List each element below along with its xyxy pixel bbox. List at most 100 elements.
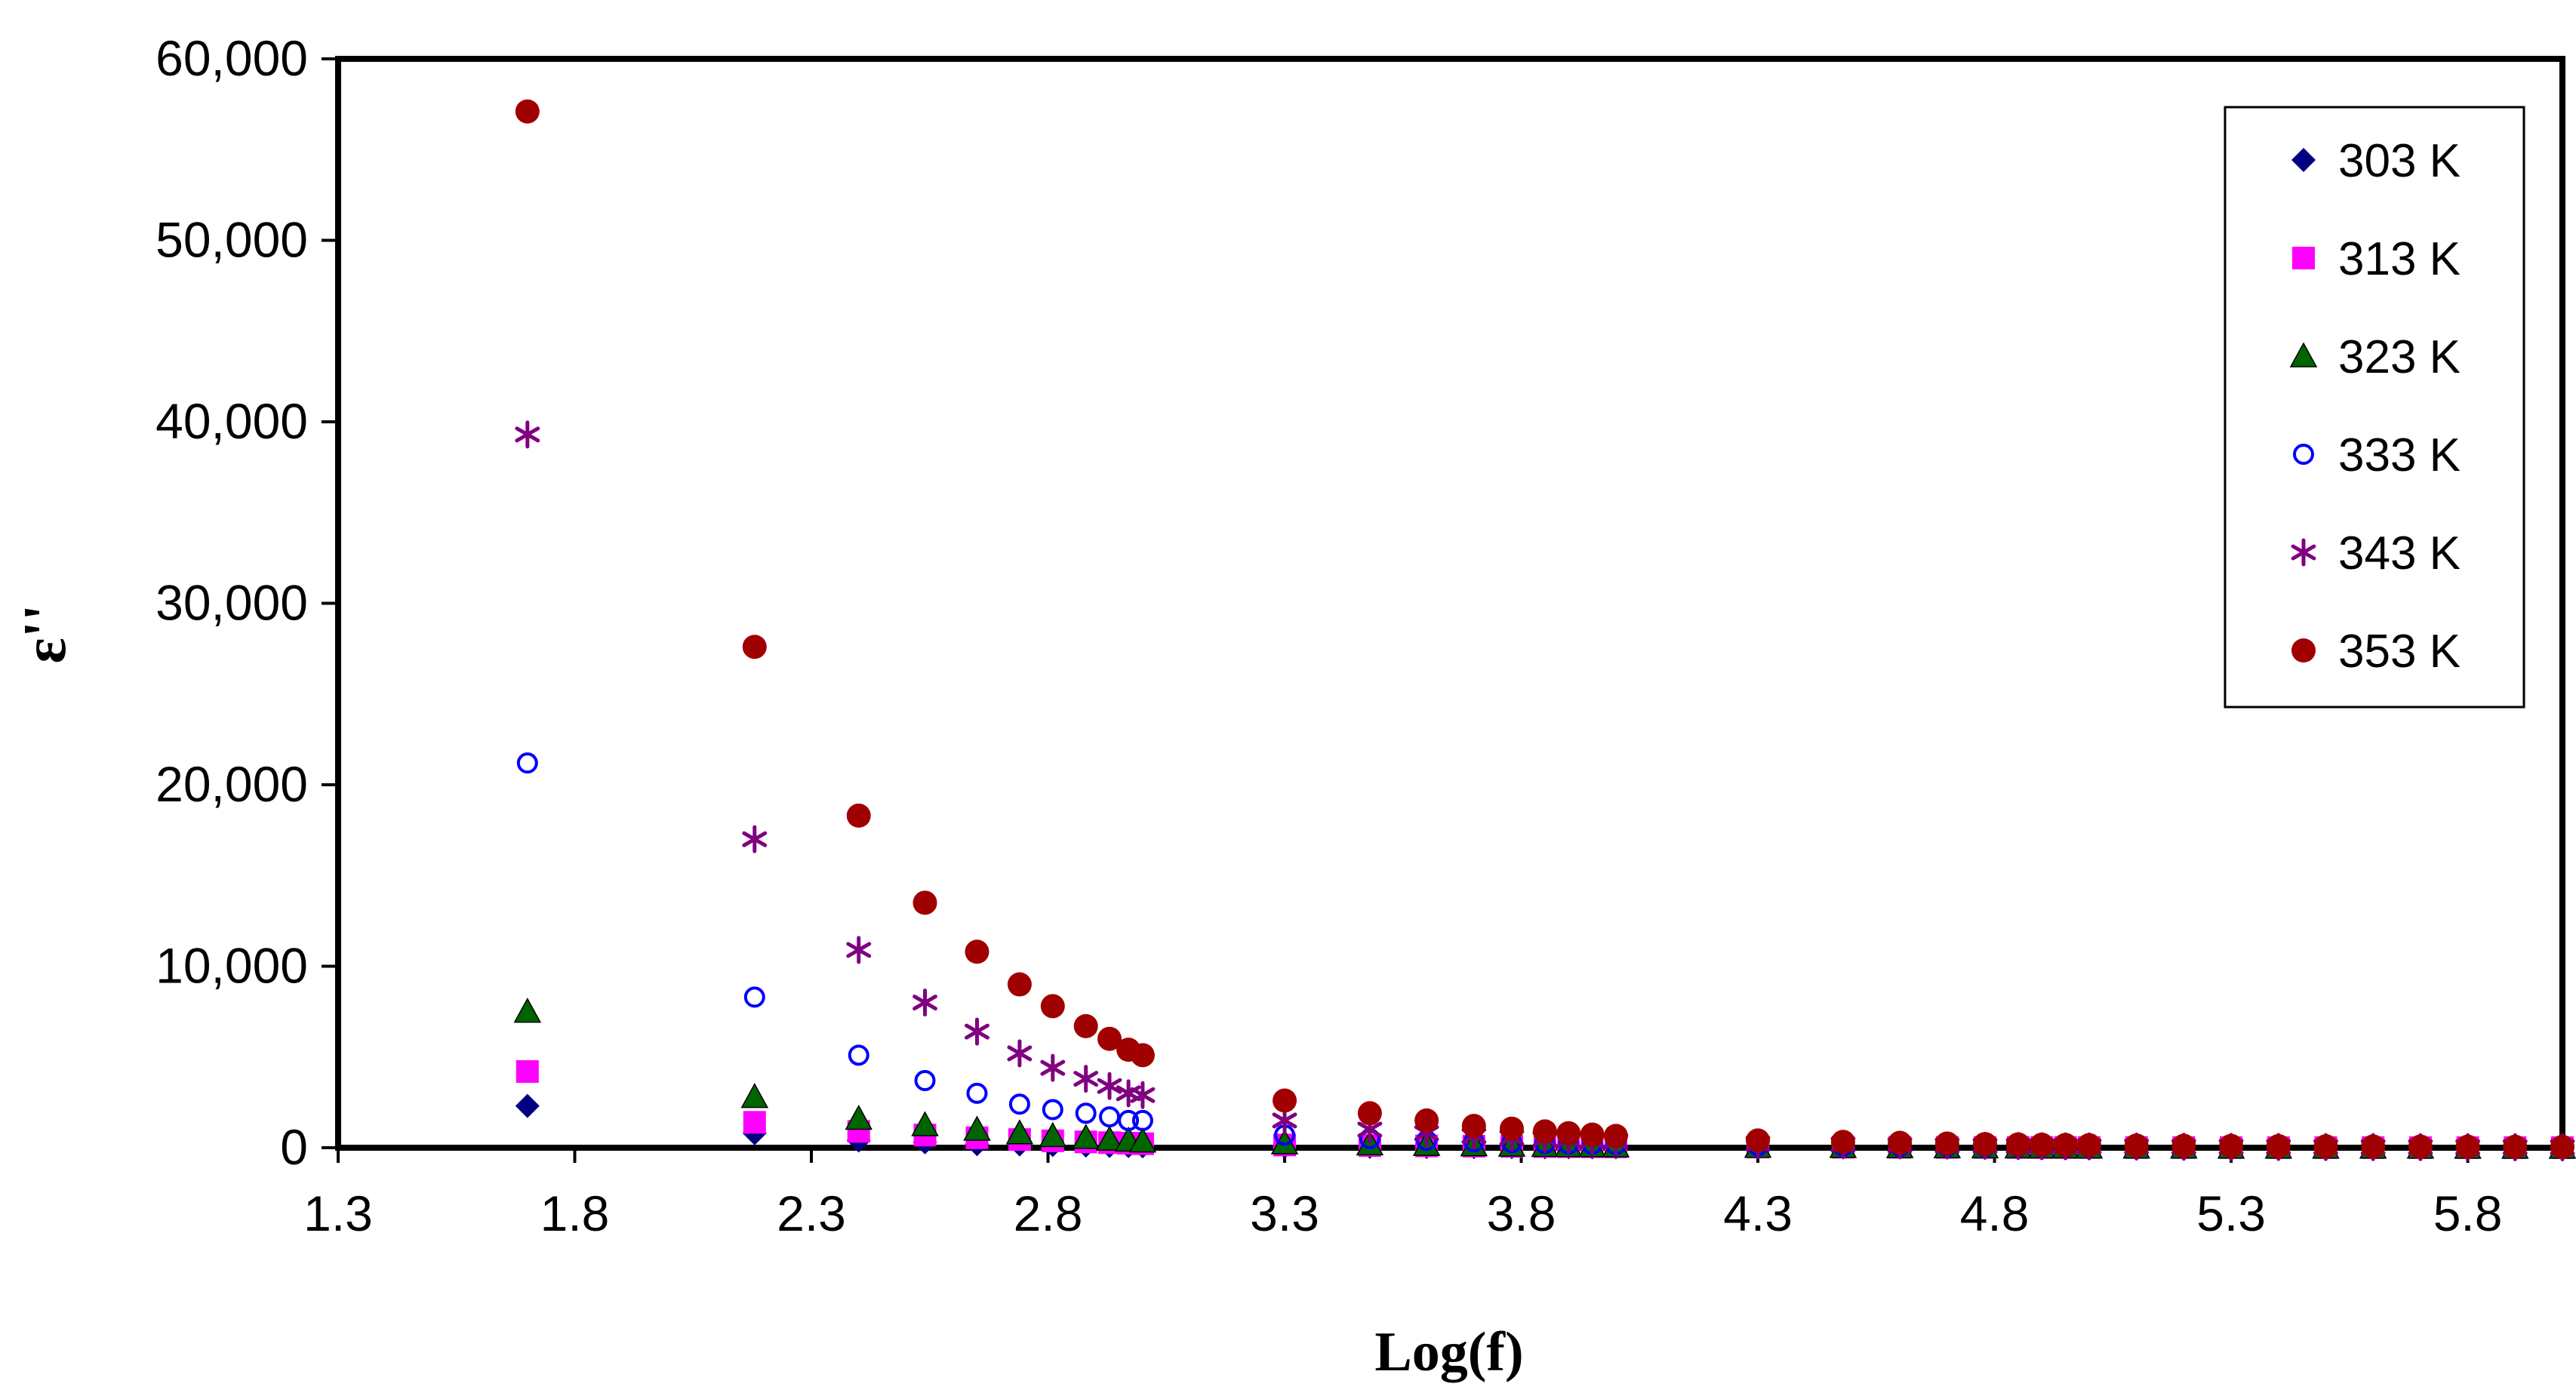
data-point xyxy=(913,989,937,1017)
y-tick-label: 60,000 xyxy=(155,30,308,86)
asterisk-stroke xyxy=(1357,1121,1383,1138)
asterisk-stroke xyxy=(846,942,872,958)
data-point xyxy=(1128,1127,1157,1153)
data-point xyxy=(1005,1119,1034,1145)
legend-label: 303 K xyxy=(2338,135,2461,187)
data-point xyxy=(965,1017,989,1046)
data-point xyxy=(1042,1099,1063,1121)
legend-marker xyxy=(2292,247,2315,269)
asterisk-stroke xyxy=(742,831,768,847)
y-tick-label: 10,000 xyxy=(155,938,308,994)
asterisk-stroke xyxy=(515,426,540,443)
data-point xyxy=(2076,1133,2101,1158)
y-tick-label: 30,000 xyxy=(155,575,308,631)
asterisk-stroke xyxy=(1007,1045,1033,1062)
x-tick-label: 1.8 xyxy=(540,1185,610,1241)
data-point xyxy=(1414,1108,1439,1133)
asterisk-stroke xyxy=(1130,1087,1156,1103)
data-point xyxy=(1118,1109,1140,1131)
y-axis-title: ε'' xyxy=(12,604,78,664)
data-point xyxy=(2124,1133,2149,1158)
legend-marker xyxy=(2291,148,2316,172)
data-point xyxy=(513,998,542,1023)
data-point xyxy=(742,635,767,660)
data-point xyxy=(740,1083,769,1108)
data-point xyxy=(1008,1093,1030,1115)
data-point xyxy=(1073,1013,1098,1038)
x-tick-label: 4.8 xyxy=(1960,1185,2030,1241)
data-point xyxy=(1007,972,1032,997)
data-point xyxy=(1934,1131,1959,1156)
legend-marker xyxy=(2291,638,2316,663)
data-point xyxy=(1603,1124,1628,1148)
asterisk-stroke xyxy=(1040,1059,1066,1076)
legend-marker xyxy=(2291,538,2316,567)
legend-label: 333 K xyxy=(2338,429,2461,481)
data-point xyxy=(1830,1130,1855,1155)
legend: 303 K 313 K 323 K 333 K 343 K 353 K xyxy=(2224,106,2525,709)
data-point xyxy=(2219,1133,2244,1158)
data-point xyxy=(1040,994,1065,1019)
asterisk-stroke xyxy=(1073,1071,1099,1087)
x-tick-label: 5.3 xyxy=(2196,1185,2266,1241)
data-point xyxy=(1072,1124,1100,1149)
x-tick-label: 2.8 xyxy=(1014,1185,1083,1241)
data-point xyxy=(1130,1081,1156,1109)
legend-label: 323 K xyxy=(2338,331,2461,383)
data-point xyxy=(1097,1026,1122,1051)
data-point xyxy=(743,1111,766,1134)
data-point xyxy=(1097,1072,1122,1100)
data-point xyxy=(965,939,989,964)
x-axis: 1.3 1.8 2.3 2.8 3.3 3.8 4.3 4.8 5.3 5.8 xyxy=(303,1148,2502,1241)
data-point xyxy=(2550,1134,2574,1159)
data-point xyxy=(516,752,538,774)
data-point xyxy=(1461,1114,1486,1139)
data-point xyxy=(2455,1134,2480,1159)
data-point xyxy=(846,803,871,828)
y-tick-label: 50,000 xyxy=(155,212,308,268)
data-series xyxy=(513,99,2576,1161)
data-point xyxy=(2005,1132,2030,1157)
data-point xyxy=(2408,1134,2433,1159)
data-point xyxy=(1131,1109,1153,1131)
x-tick-label: 5.8 xyxy=(2433,1185,2503,1241)
data-point xyxy=(2503,1134,2528,1159)
legend-box xyxy=(2224,106,2525,709)
data-point xyxy=(1746,1128,1771,1153)
legend-label: 313 K xyxy=(2338,233,2461,285)
y-tick-label: 20,000 xyxy=(155,756,308,812)
x-tick-label: 3.3 xyxy=(1250,1185,1319,1241)
x-tick-label: 2.3 xyxy=(777,1185,846,1241)
data-point xyxy=(1500,1116,1525,1141)
series-353-k xyxy=(515,99,2574,1159)
data-point xyxy=(1357,1101,1382,1126)
data-point xyxy=(2361,1134,2386,1159)
data-point xyxy=(2053,1133,2078,1158)
legend-label: 343 K xyxy=(2338,527,2461,580)
data-point xyxy=(2030,1133,2054,1158)
asterisk-stroke xyxy=(2291,544,2316,561)
data-point xyxy=(1039,1121,1067,1148)
asterisk-stroke xyxy=(1272,1112,1297,1129)
legend-label: 353 K xyxy=(2338,626,2461,678)
data-point xyxy=(845,1104,873,1130)
data-point xyxy=(914,1070,936,1092)
legend-marker xyxy=(2293,444,2314,465)
data-point xyxy=(2313,1134,2338,1159)
data-point xyxy=(515,1093,540,1118)
asterisk-stroke xyxy=(913,995,937,1011)
data-point xyxy=(1073,1065,1099,1093)
data-point xyxy=(963,1115,991,1141)
data-point xyxy=(848,1044,869,1066)
data-point xyxy=(515,420,540,449)
data-point xyxy=(1273,1088,1297,1113)
data-point xyxy=(911,1111,939,1136)
asterisk-stroke xyxy=(1097,1078,1122,1094)
y-tick-label: 0 xyxy=(280,1119,308,1175)
data-point xyxy=(516,1059,539,1083)
data-point xyxy=(515,99,540,124)
asterisk-stroke xyxy=(965,1023,989,1040)
data-point xyxy=(1580,1122,1605,1147)
